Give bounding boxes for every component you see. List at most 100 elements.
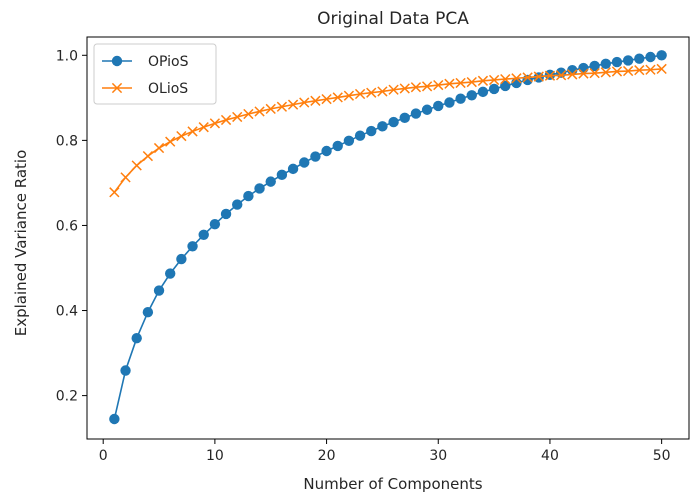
data-point <box>488 83 500 95</box>
data-point <box>243 108 254 120</box>
x-tick-label: 10 <box>206 448 224 464</box>
data-point <box>522 74 533 86</box>
data-point <box>220 208 232 220</box>
data-point <box>109 187 120 198</box>
series-line <box>113 68 662 193</box>
data-point <box>332 92 343 103</box>
data-point <box>198 229 209 241</box>
y-tick-label: 0.6 <box>56 218 78 234</box>
data-point <box>611 56 623 68</box>
data-point <box>220 114 232 126</box>
data-point <box>645 51 656 63</box>
x-tick-label: 0 <box>99 448 108 464</box>
legend-item: OLioS <box>102 81 188 97</box>
data-point <box>209 118 221 129</box>
data-point <box>332 140 343 152</box>
data-point <box>276 169 288 181</box>
legend: OPioS OLioS <box>93 43 217 105</box>
data-point <box>142 307 154 318</box>
plot-area: 0 10 20 30 40 50 0.2 0.4 0.6 0.8 1.0 <box>56 36 690 464</box>
plot-frame <box>86 36 690 440</box>
data-point <box>310 151 321 162</box>
data-point <box>377 121 388 132</box>
data-point <box>622 55 634 66</box>
data-point <box>299 157 310 168</box>
legend-label: OLioS <box>148 81 188 97</box>
data-point <box>488 74 500 86</box>
data-point <box>555 70 567 81</box>
data-point <box>589 60 600 72</box>
data-point <box>343 90 355 101</box>
data-point <box>600 67 611 78</box>
chart-title: Original Data PCA <box>317 9 469 29</box>
y-tick-label: 1.0 <box>56 48 78 64</box>
data-point <box>354 130 366 141</box>
x-tick-label: 20 <box>318 448 336 464</box>
data-point <box>444 78 455 89</box>
data-point <box>533 71 544 82</box>
data-point <box>466 76 477 88</box>
data-point <box>455 93 466 104</box>
data-point <box>511 73 522 84</box>
data-point <box>634 53 645 64</box>
data-point <box>477 75 489 86</box>
data-point <box>153 142 165 154</box>
y-tick-label: 0.8 <box>56 133 78 149</box>
data-point <box>634 65 645 76</box>
data-point <box>600 58 611 69</box>
data-point <box>477 86 489 98</box>
data-point <box>522 72 533 83</box>
data-point <box>265 176 276 187</box>
data-point <box>198 122 209 133</box>
data-point <box>131 332 142 344</box>
data-point <box>466 90 477 101</box>
data-point <box>187 241 198 252</box>
series-opios <box>109 50 667 425</box>
data-point <box>120 172 131 183</box>
data-point <box>276 101 288 112</box>
data-point <box>578 62 589 74</box>
data-point <box>165 268 176 279</box>
data-point <box>321 145 332 157</box>
data-point <box>544 70 556 81</box>
data-point <box>287 99 299 110</box>
data-point <box>366 87 377 98</box>
legend-label: OPioS <box>148 54 189 70</box>
data-point <box>410 108 422 119</box>
data-point <box>343 135 355 146</box>
data-point <box>265 103 276 115</box>
data-point <box>433 100 444 112</box>
data-point <box>388 84 399 95</box>
data-point <box>578 68 589 79</box>
data-point <box>433 79 444 91</box>
data-point <box>611 66 623 77</box>
data-point <box>555 67 567 78</box>
data-point <box>165 136 176 147</box>
data-point <box>354 88 366 100</box>
data-point <box>109 413 120 425</box>
data-point <box>399 112 410 124</box>
legend-marker <box>111 55 123 67</box>
x-tick-label: 40 <box>541 448 559 464</box>
data-point <box>299 97 310 108</box>
legend-box <box>93 43 217 105</box>
data-point <box>421 104 433 115</box>
data-point <box>176 130 187 142</box>
x-axis-label: Number of Components <box>303 475 482 493</box>
y-axis-label: Explained Variance Ratio <box>12 150 30 337</box>
data-point <box>287 163 299 175</box>
data-point <box>153 285 165 296</box>
data-point <box>377 86 388 97</box>
y-tick-label: 0.4 <box>56 304 78 320</box>
data-point <box>310 95 321 106</box>
data-point <box>656 50 667 61</box>
data-point <box>321 93 332 105</box>
data-point <box>232 199 243 210</box>
series-line <box>113 54 662 420</box>
data-point <box>142 150 154 162</box>
y-tick-label: 0.2 <box>56 389 78 405</box>
x-tick-label: 50 <box>653 448 671 464</box>
data-point <box>209 218 221 230</box>
data-point <box>656 63 667 75</box>
